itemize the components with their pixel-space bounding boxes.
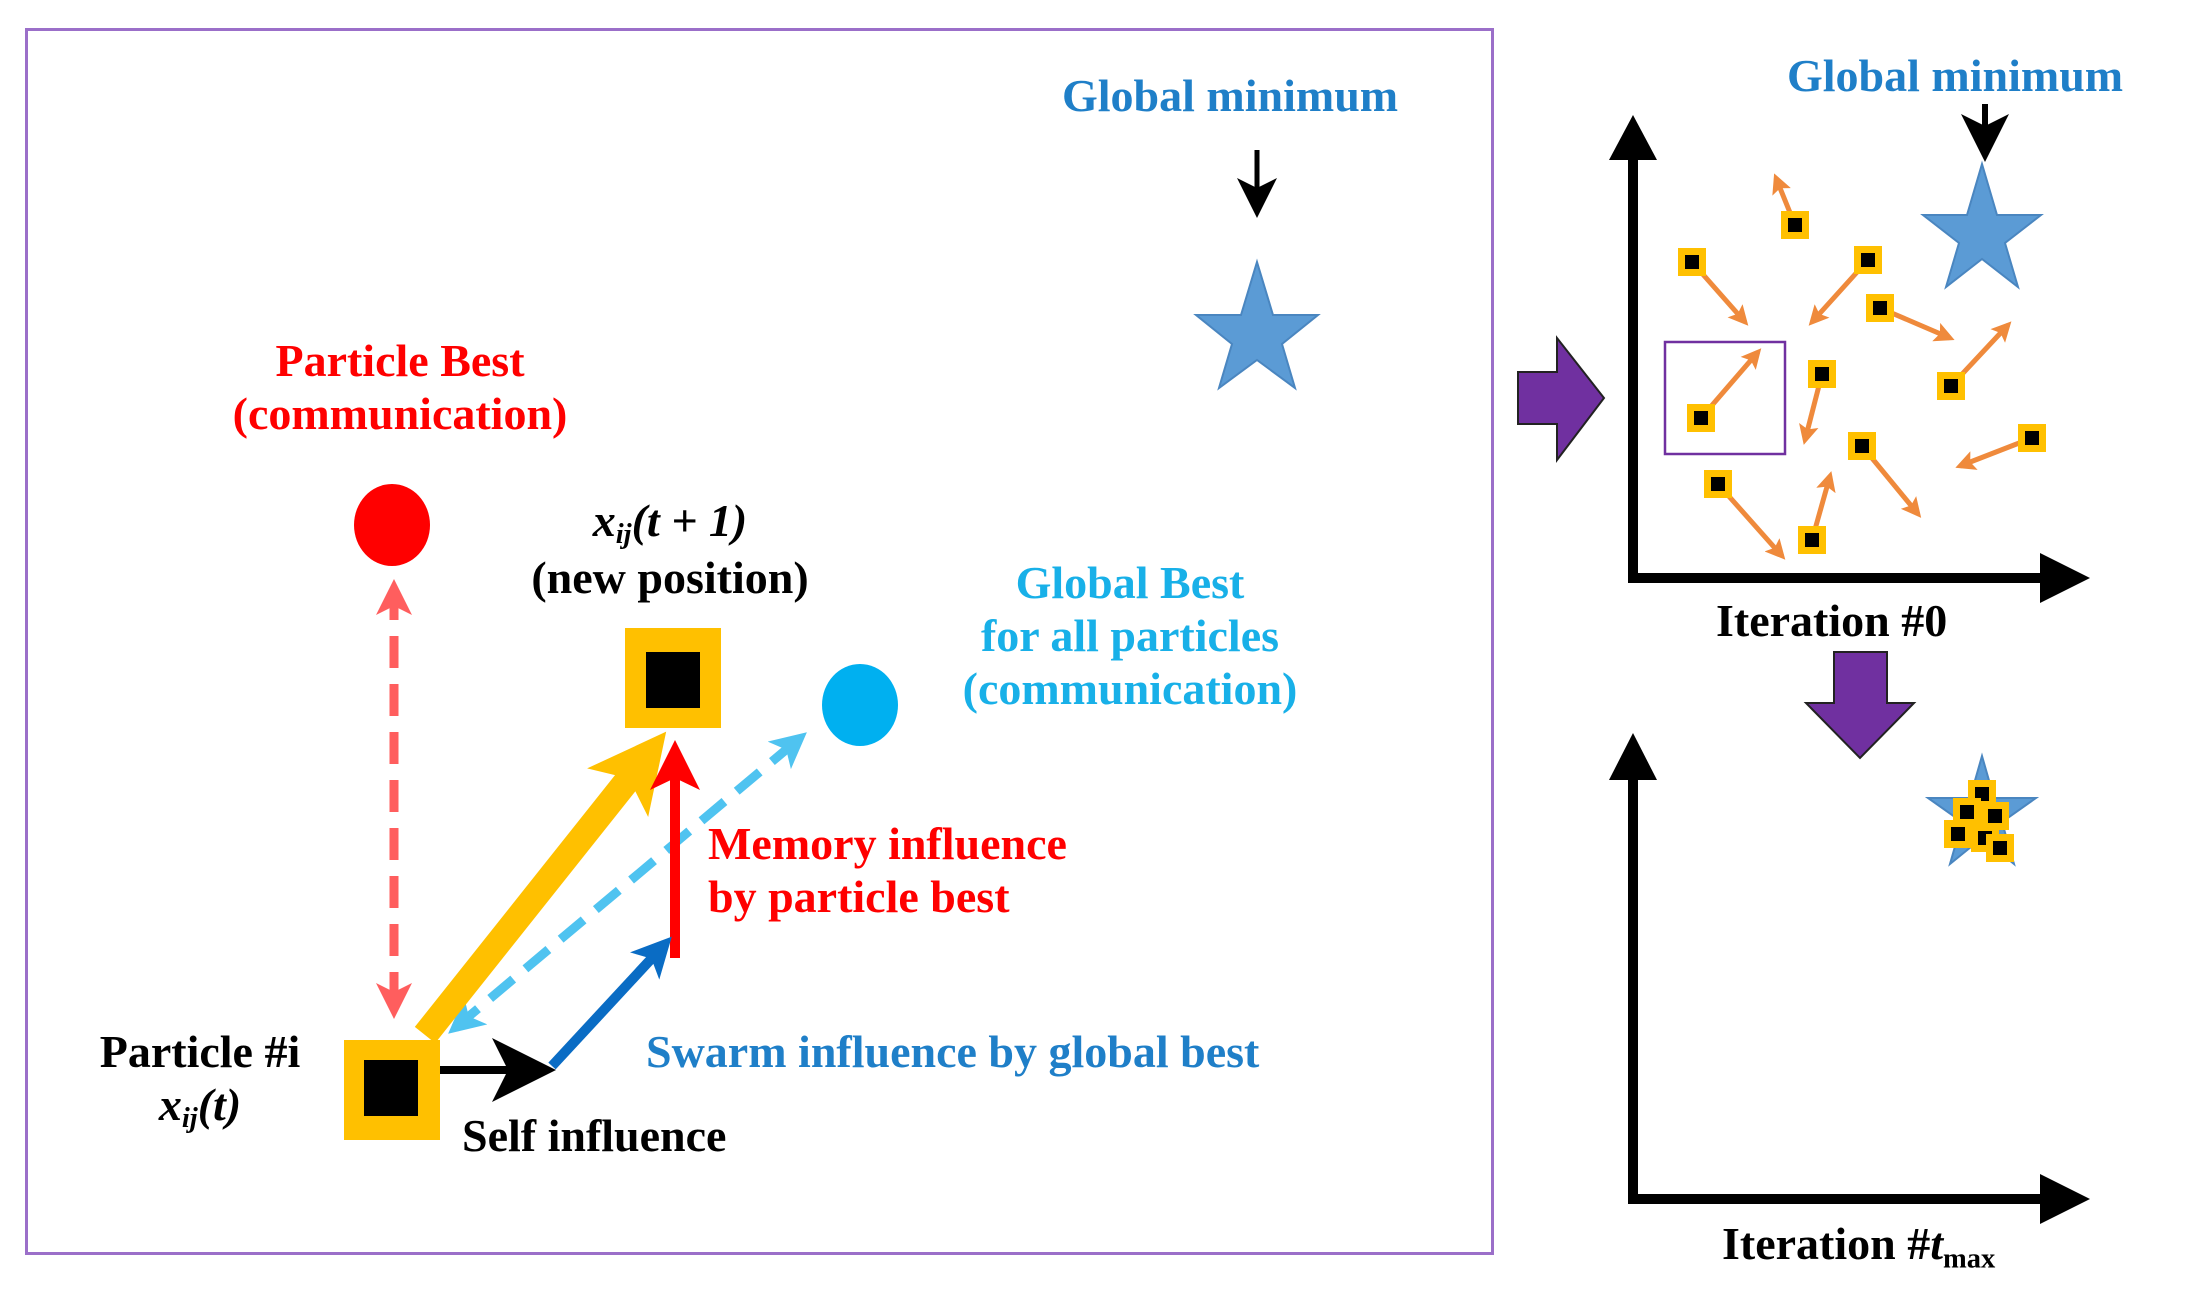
memory-influence-line2: by particle best [708,870,1010,922]
iteration-0-axes [1609,115,2090,603]
particle-formula: xij(t) [158,1078,242,1135]
iteration-tmax-label: Iteration #tmax [1722,1218,1996,1275]
iteration-tmax-axes [1609,733,2090,1224]
particle-name: Particle #i [99,1026,301,1077]
right-global-minimum-star-icon [1920,160,2044,290]
converged-particles-cluster [1944,780,2014,862]
new-position-formula: xij(t + 1) [592,495,748,551]
transition-right-arrow-icon [1517,335,1606,463]
new-position-caption: (new position) [531,551,809,603]
particle-best-line1: Particle Best [275,335,525,386]
global-best-dot-icon [822,664,898,746]
highlighted-particle-box [1663,340,1787,456]
memory-influence-line1: Memory influence [708,818,1067,869]
new-position-label: xij(t + 1) (new position) [490,495,850,605]
left-panel-frame [25,28,1494,1255]
swarm-influence-label: Swarm influence by global best [646,1026,1260,1077]
transition-down-arrow-icon [1803,651,1917,760]
new-position-particle-icon [625,628,721,728]
particle-label: Particle #i xij(t) [60,1026,340,1136]
global-best-line2: for all particles [980,609,1280,661]
particle-best-label: Particle Best (communication) [200,335,600,441]
global-best-line3: (communication) [962,662,1298,714]
swarm-influence-arrow-icon [548,936,672,1070]
right-global-minimum-label: Global minimum [1787,50,2124,101]
global-minimum-star-icon [1193,258,1321,391]
particle-best-line2: (communication) [232,387,568,439]
global-minimum-label: Global minimum [1062,70,1399,121]
velocity-resultant-arrow-icon [414,731,667,1044]
iteration-0-label: Iteration #0 [1716,595,1948,646]
swarm-particle-squares [1678,211,2046,554]
global-best-dashed-arrow-icon [448,732,807,1034]
particle-best-dot-icon [354,484,430,566]
current-particle-icon [344,1040,440,1140]
global-best-label: Global Best for all particles (communica… [920,557,1340,716]
memory-influence-label: Memory influence by particle best [708,818,1067,924]
global-best-line1: Global Best [1015,557,1245,608]
self-influence-label: Self influence [462,1110,727,1161]
